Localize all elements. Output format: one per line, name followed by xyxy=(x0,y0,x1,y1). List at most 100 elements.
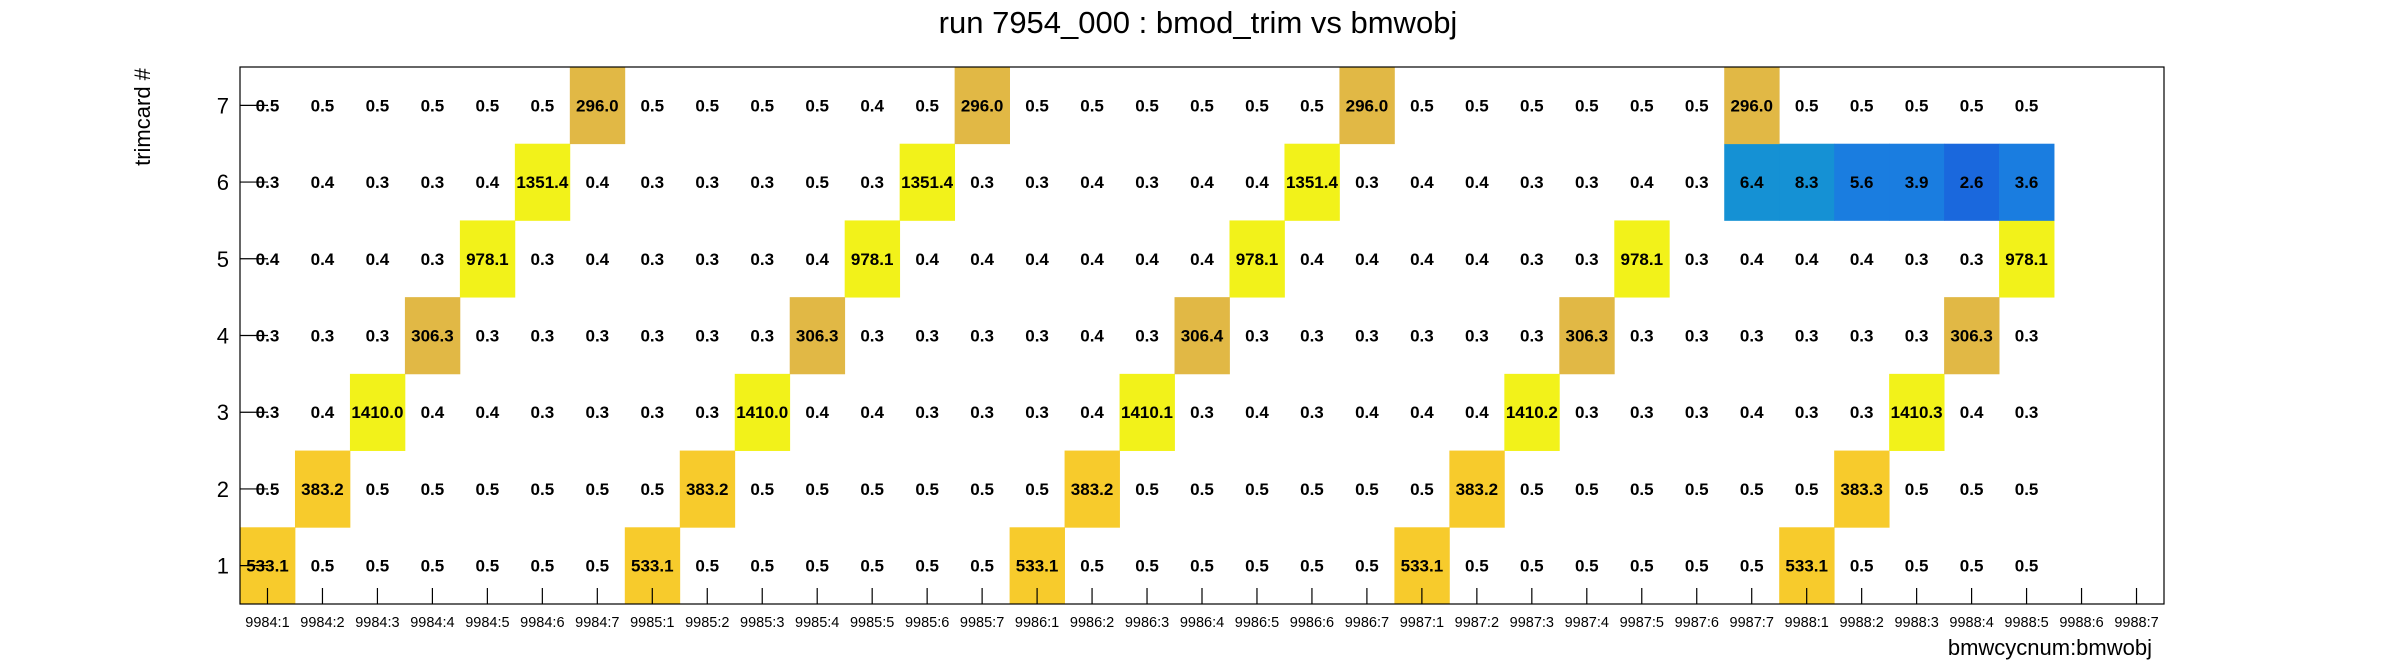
cell-value-label: 0.4 xyxy=(1190,173,1214,192)
cell-value-label: 306.3 xyxy=(411,327,454,346)
cell-value-label: 0.5 xyxy=(805,557,829,576)
heatmap-cell xyxy=(1119,373,1175,451)
cell-value-label: 0.3 xyxy=(421,250,445,269)
cell-value-label: 0.5 xyxy=(1960,557,1984,576)
cell-value-label: 0.4 xyxy=(860,403,884,422)
cell-value-label: 0.3 xyxy=(915,327,939,346)
x-tick-label: 9985:6 xyxy=(905,615,949,631)
x-tick-label: 9985:4 xyxy=(795,615,839,631)
cell-value-label: 0.4 xyxy=(1080,173,1104,192)
cell-value-label: 0.3 xyxy=(1520,327,1544,346)
cell-value-label: 0.4 xyxy=(1080,327,1104,346)
cell-value-label: 306.3 xyxy=(1950,327,1993,346)
x-tick-label: 9987:5 xyxy=(1620,615,1664,631)
heatmap-cell xyxy=(1449,450,1505,528)
cell-value-label: 0.4 xyxy=(805,403,829,422)
cell-value-label: 0.3 xyxy=(1685,250,1709,269)
cell-value-label: 306.4 xyxy=(1181,327,1224,346)
x-tick-label: 9986:5 xyxy=(1235,615,1279,631)
cell-value-label: 0.4 xyxy=(1740,250,1764,269)
cell-value-label: 0.5 xyxy=(1685,96,1709,115)
cell-value-label: 0.4 xyxy=(476,403,500,422)
cell-value-label: 0.5 xyxy=(860,480,884,499)
cell-value-label: 0.4 xyxy=(1245,403,1269,422)
cell-value-label: 0.5 xyxy=(256,480,280,499)
x-tick-label: 9984:5 xyxy=(465,615,509,631)
cell-value-label: 0.3 xyxy=(640,250,664,269)
cell-value-label: 533.1 xyxy=(1401,557,1444,576)
cell-value-label: 0.3 xyxy=(1575,403,1599,422)
cell-value-label: 0.5 xyxy=(421,480,445,499)
cell-value-label: 383.2 xyxy=(1456,480,1499,499)
y-tick-label: 6 xyxy=(217,170,229,195)
cell-value-label: 0.3 xyxy=(1520,173,1544,192)
cell-value-label: 0.4 xyxy=(1355,250,1379,269)
cell-value-label: 0.5 xyxy=(421,96,445,115)
cell-value-label: 978.1 xyxy=(2005,250,2048,269)
cell-value-label: 0.3 xyxy=(860,173,884,192)
x-tick-label: 9986:3 xyxy=(1125,615,1169,631)
x-tick-label: 9988:4 xyxy=(1949,615,1993,631)
heatmap-cell xyxy=(1504,373,1560,451)
x-tick-label: 9984:7 xyxy=(575,615,619,631)
heatmap-cell xyxy=(1229,220,1285,298)
cell-value-label: 8.3 xyxy=(1795,173,1819,192)
cell-value-label: 0.4 xyxy=(256,250,280,269)
heatmap-cell xyxy=(679,450,736,528)
x-tick-label: 9988:1 xyxy=(1785,615,1829,631)
cell-value-label: 0.5 xyxy=(1300,557,1324,576)
heatmap-cell xyxy=(1284,143,1340,221)
cell-value-label: 0.5 xyxy=(640,96,664,115)
cell-value-label: 0.3 xyxy=(1740,327,1764,346)
cell-value-label: 0.4 xyxy=(1410,173,1434,192)
heatmap-cell xyxy=(1999,143,2055,221)
cell-value-label: 3.6 xyxy=(2015,173,2039,192)
cell-value-label: 0.3 xyxy=(1905,327,1929,346)
y-tick-label: 4 xyxy=(217,324,229,349)
cell-value-label: 0.4 xyxy=(585,250,609,269)
cell-value-label: 0.5 xyxy=(421,557,445,576)
cell-value-label: 2.6 xyxy=(1960,173,1984,192)
cell-value-label: 0.4 xyxy=(1465,250,1489,269)
cell-value-label: 0.3 xyxy=(256,173,280,192)
cell-value-label: 0.4 xyxy=(585,173,609,192)
cell-value-label: 0.4 xyxy=(1465,173,1489,192)
cell-value-label: 0.3 xyxy=(640,173,664,192)
cell-value-label: 0.3 xyxy=(1135,327,1159,346)
cell-value-label: 0.5 xyxy=(2015,557,2039,576)
x-tick-label: 9987:7 xyxy=(1730,615,1774,631)
cell-value-label: 0.5 xyxy=(1080,96,1104,115)
cell-value-label: 0.5 xyxy=(1465,557,1489,576)
cell-value-label: 0.5 xyxy=(256,96,280,115)
y-tick-label: 7 xyxy=(217,93,229,118)
x-axis-label: bmwcycnum:bmwobj xyxy=(1948,635,2152,660)
x-tick-label: 9984:3 xyxy=(355,615,399,631)
x-tick-label: 9987:1 xyxy=(1400,615,1444,631)
cell-value-label: 0.5 xyxy=(1300,96,1324,115)
cell-value-label: 0.5 xyxy=(1850,557,1874,576)
cell-value-label: 1351.4 xyxy=(901,173,954,192)
cell-value-label: 0.5 xyxy=(1960,480,1984,499)
cell-value-label: 0.5 xyxy=(1740,557,1764,576)
cell-value-label: 383.2 xyxy=(686,480,729,499)
cell-value-label: 0.5 xyxy=(915,96,939,115)
cell-value-label: 0.5 xyxy=(750,557,774,576)
cell-value-label: 0.3 xyxy=(585,327,609,346)
cell-value-label: 978.1 xyxy=(466,250,509,269)
cell-value-label: 0.5 xyxy=(1630,96,1654,115)
x-tick-label: 9988:7 xyxy=(2114,615,2158,631)
cell-value-label: 0.5 xyxy=(1520,480,1544,499)
cell-value-label: 0.5 xyxy=(915,480,939,499)
cell-value-label: 0.3 xyxy=(366,327,390,346)
cell-value-label: 0.5 xyxy=(2015,480,2039,499)
cell-value-label: 0.3 xyxy=(1245,327,1269,346)
cell-value-label: 1351.4 xyxy=(516,173,569,192)
cell-value-label: 0.3 xyxy=(1630,327,1654,346)
cell-value-label: 0.5 xyxy=(1190,480,1214,499)
cell-value-label: 0.5 xyxy=(1245,557,1269,576)
heatmap-cell xyxy=(294,450,351,528)
cell-value-label: 0.3 xyxy=(531,327,555,346)
x-tick-label: 9988:5 xyxy=(2004,615,2048,631)
cell-value-label: 0.3 xyxy=(1795,327,1819,346)
